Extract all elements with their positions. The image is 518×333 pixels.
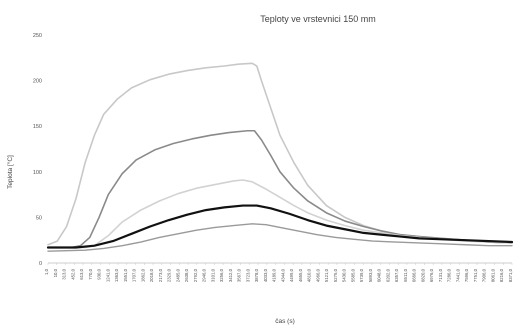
x-tick-label: 6976,0: [429, 268, 434, 282]
x-tick-label: 5430,0: [342, 268, 347, 282]
series-line-3: [47, 179, 513, 249]
x-tick-label: 1707,0: [132, 268, 137, 282]
x-tick-label: 8371,0: [508, 268, 513, 282]
y-tick-label: 0: [39, 261, 42, 267]
x-tick-label: 1,0: [44, 268, 49, 275]
x-tick-label: 930,0: [97, 268, 102, 279]
x-tick-label: 3567,0: [237, 268, 242, 282]
x-tick-label: 7286,0: [447, 268, 452, 282]
y-tick-label: 250: [33, 33, 42, 39]
x-tick-label: 2018,0: [149, 268, 154, 282]
x-tick-label: 6511,0: [403, 268, 408, 281]
x-tick-label: 6666,0: [412, 268, 417, 282]
x-tick-label: 7906,0: [482, 268, 487, 282]
x-tick-label: 7131,0: [438, 268, 443, 282]
x-tick-label: 5739,0: [359, 268, 364, 282]
x-tick-label: 1551,0: [123, 268, 128, 282]
x-tick-label: 4189,0: [272, 268, 277, 282]
y-axis-label: Teplota [°C]: [6, 155, 14, 189]
x-tick-label: 3101,0: [210, 268, 215, 282]
x-tick-label: 4344,0: [280, 268, 285, 282]
x-tick-label: 3723,0: [245, 268, 250, 282]
x-tick-label: 2173,0: [158, 268, 163, 282]
x-tick-label: 770,0: [88, 268, 93, 279]
x-tick-label: 3256,0: [219, 268, 224, 282]
y-tick-label: 100: [33, 170, 42, 176]
x-tick-label: 7441,0: [455, 268, 460, 282]
x-tick-label: 8216,0: [499, 268, 504, 282]
series-line-1: [47, 62, 513, 246]
x-tick-label: 1363,0: [114, 268, 119, 282]
chart-title: Teploty ve vrstevnici 150 mm: [260, 14, 376, 24]
x-tick-label: 4499,0: [289, 268, 294, 282]
x-tick-label: 4033,0: [263, 268, 268, 282]
x-tick-label: 7596,0: [464, 268, 469, 282]
x-tick-label: 2638,0: [184, 268, 189, 282]
x-tick-label: 2946,0: [202, 268, 207, 282]
x-tick-label: 4655,0: [298, 268, 303, 282]
x-axis-ticks: 1,0 10,0 313,0 452,0 613,0 770,0 930,0 1241,0 13…: [44, 263, 513, 282]
x-tick-label: 2485,0: [175, 268, 180, 282]
x-tick-label: 2329,0: [167, 268, 172, 282]
x-tick-label: 7751,0: [473, 268, 478, 282]
x-tick-label: 4810,0: [307, 268, 312, 282]
x-tick-label: 6048,0: [377, 268, 382, 282]
x-axis-label: čas (s): [275, 318, 295, 325]
y-tick-label: 200: [33, 79, 42, 85]
x-tick-label: 5121,0: [324, 268, 329, 282]
x-tick-label: 452,0: [70, 268, 75, 279]
x-tick-label: 2792,0: [193, 268, 198, 282]
x-tick-label: 5585,0: [350, 268, 355, 282]
x-tick-label: 313,0: [62, 268, 67, 279]
x-tick-label: 5275,0: [333, 268, 338, 282]
y-tick-label: 150: [33, 124, 42, 130]
series-layer: [46, 62, 514, 252]
x-tick-label: 6357,0: [394, 268, 399, 282]
x-tick-label: 6820,0: [420, 268, 425, 282]
x-tick-label: 3412,0: [228, 268, 233, 282]
series-line-2: [47, 129, 513, 249]
x-tick-label: 1862,0: [140, 268, 145, 282]
x-tick-label: 10,0: [53, 268, 58, 277]
y-axis-ticks: 0 50 100 150 200 250: [33, 33, 512, 267]
x-tick-label: 6202,0: [385, 268, 390, 282]
x-tick-label: 613,0: [79, 268, 84, 279]
series-line-4: [46, 204, 514, 249]
x-tick-label: 1241,0: [105, 268, 110, 282]
series-line-5: [47, 223, 513, 252]
x-tick-label: 8061,0: [490, 268, 495, 282]
x-tick-label: 3878,0: [254, 268, 259, 282]
x-tick-label: 5893,0: [368, 268, 373, 282]
x-tick-label: 4966,0: [315, 268, 320, 282]
y-tick-label: 50: [36, 215, 42, 221]
